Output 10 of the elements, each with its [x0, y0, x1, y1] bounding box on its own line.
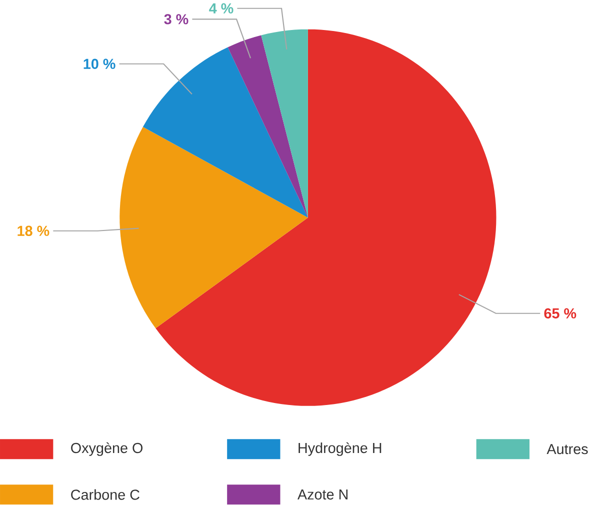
data-label: 3 %: [164, 14, 188, 25]
data-label: 65 %: [544, 308, 576, 319]
data-label: 10 %: [84, 59, 116, 70]
legend-label: Azote N: [297, 490, 348, 500]
data-label: 18 %: [18, 226, 50, 236]
legend-label: Carbone C: [71, 489, 140, 500]
data-label: 4 %: [209, 4, 234, 14]
legend-label: Oxygène O: [71, 442, 143, 456]
legend-label: Hydrogène H: [298, 442, 382, 456]
legend-label: Autres: [546, 444, 588, 454]
